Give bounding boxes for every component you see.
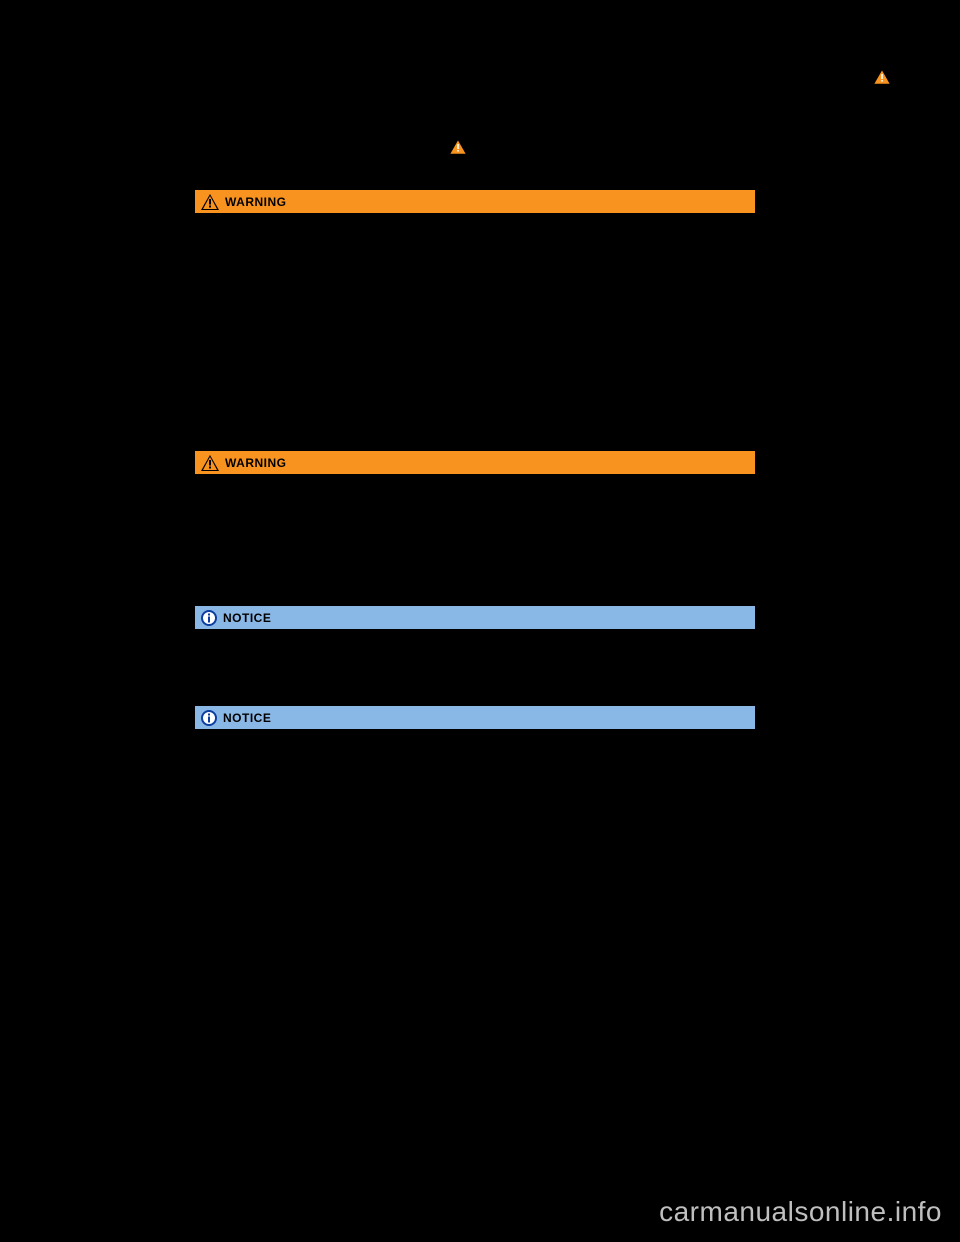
notice-label: NOTICE [223,711,271,725]
warning-label: WARNING [225,456,287,470]
warning-callout: WARNING [195,189,755,214]
page-root: WARNING WARNING NOTICE [0,0,960,1242]
notice-callout: NOTICE [195,605,755,630]
watermark-text: carmanualsonline.info [659,1196,942,1228]
warning-triangle-icon [450,140,466,154]
warning-triangle-icon [201,455,219,471]
warning-label: WARNING [225,195,287,209]
warning-callout: WARNING [195,450,755,475]
notice-callout: NOTICE [195,705,755,730]
notice-circle-icon [201,610,217,626]
warning-triangle-icon [874,70,890,84]
notice-circle-icon [201,710,217,726]
notice-label: NOTICE [223,611,271,625]
warning-triangle-icon [201,194,219,210]
